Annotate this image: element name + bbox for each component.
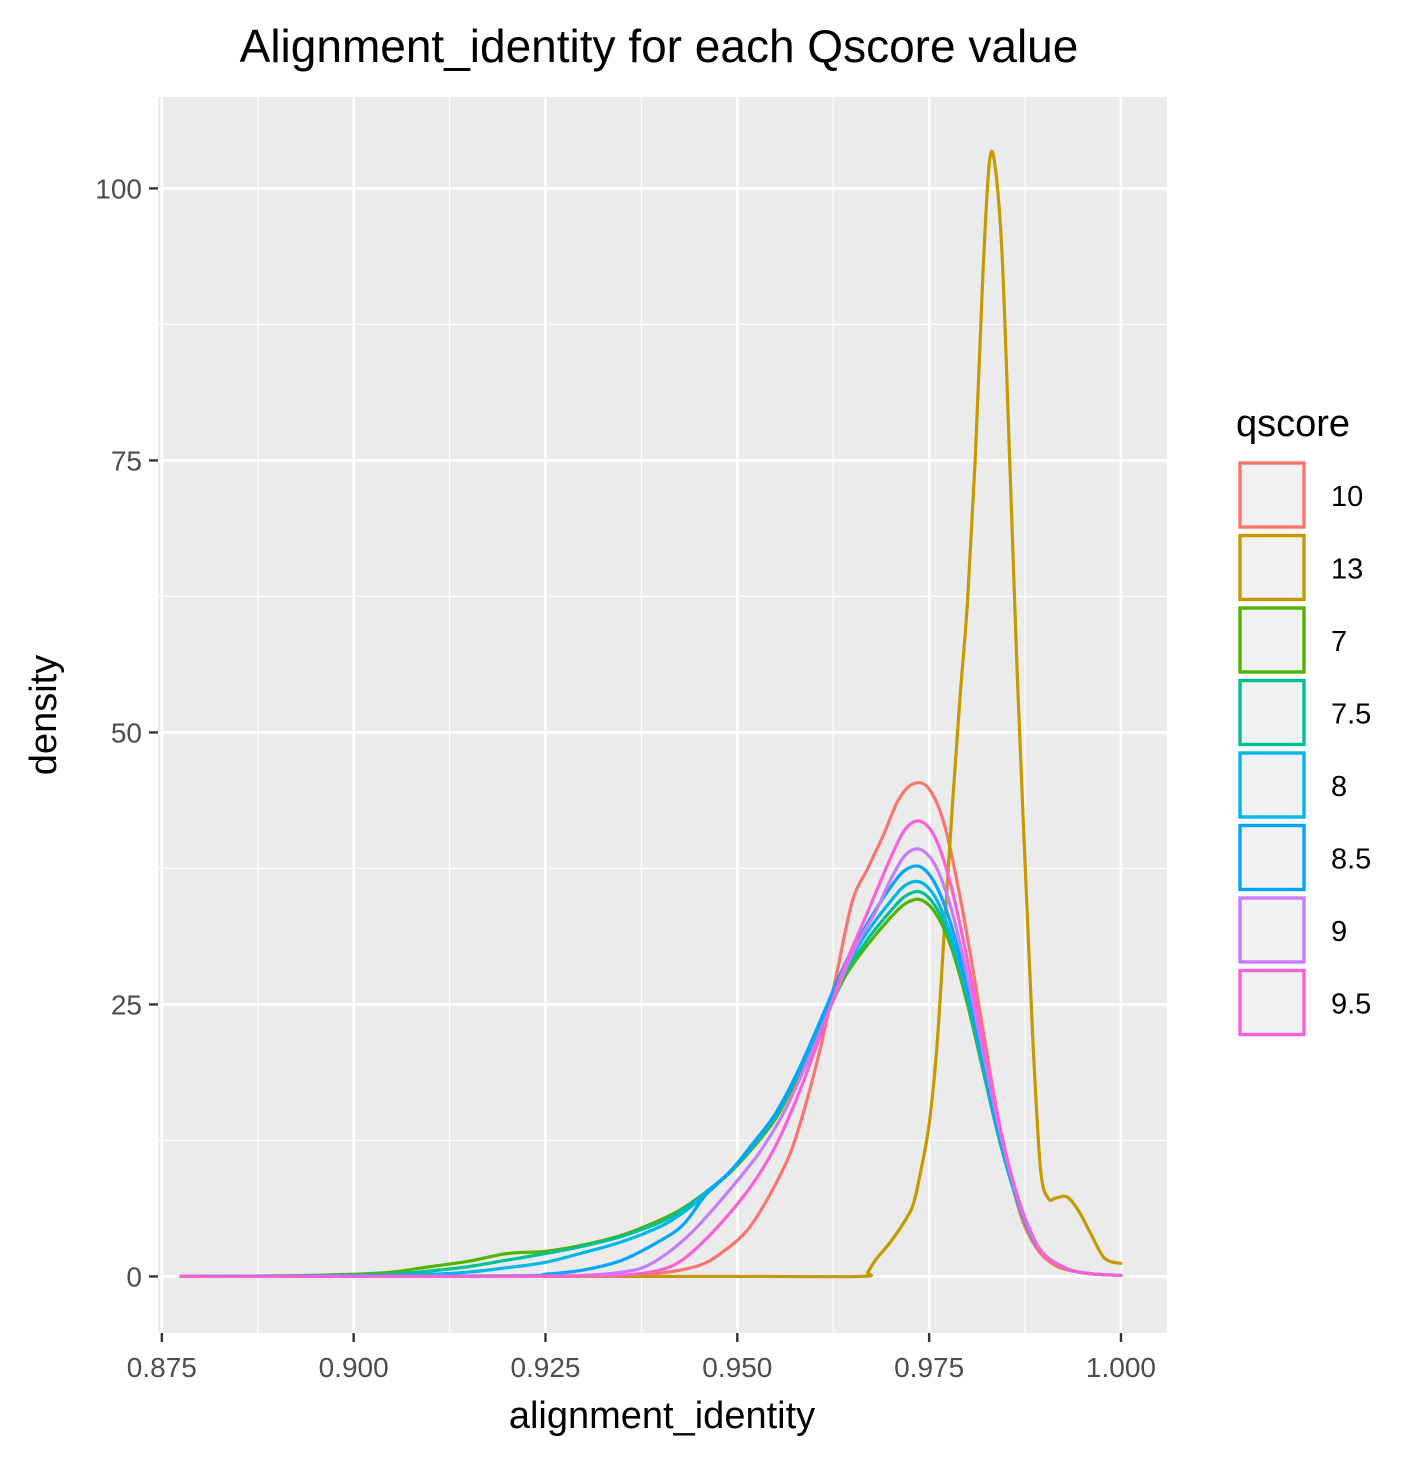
legend-item-label: 8 bbox=[1331, 771, 1347, 803]
legend-items: 10 13 7 7.5 8 8.5 9 9.5 bbox=[1238, 461, 1371, 1037]
legend-item: 8 bbox=[1238, 751, 1347, 819]
density-line-qscore-9-5 bbox=[179, 819, 1123, 1279]
minor-gridlines bbox=[158, 97, 1167, 1333]
x-tick-label: 0.950 bbox=[702, 1352, 772, 1383]
legend-item: 9 bbox=[1238, 896, 1347, 964]
density-line-qscore-13 bbox=[179, 149, 1123, 1279]
x-axis-title: alignment_identity bbox=[509, 1395, 815, 1437]
y-tick-label: 50 bbox=[111, 717, 142, 748]
legend-item-label: 9.5 bbox=[1331, 989, 1371, 1021]
legend-key-swatch bbox=[1238, 751, 1306, 819]
legend-key-swatch bbox=[1238, 461, 1306, 529]
legend-item-label: 7.5 bbox=[1331, 699, 1371, 731]
legend-item: 7.5 bbox=[1238, 678, 1371, 747]
density-lines bbox=[179, 149, 1123, 1279]
x-tick-label: 0.925 bbox=[510, 1352, 580, 1383]
legend-key-swatch bbox=[1238, 606, 1306, 674]
y-tick-label: 25 bbox=[111, 989, 142, 1020]
legend-key-swatch bbox=[1238, 968, 1306, 1037]
x-axis: 0.875 0.900 0.925 0.950 0.975 1.000 bbox=[127, 1333, 1156, 1383]
legend-item-label: 13 bbox=[1331, 554, 1363, 586]
legend-key-swatch bbox=[1238, 896, 1306, 964]
legend-item: 13 bbox=[1238, 533, 1363, 602]
legend-item: 9.5 bbox=[1238, 968, 1371, 1037]
legend-key-swatch bbox=[1238, 533, 1306, 602]
y-axis: 0 25 50 75 100 bbox=[95, 173, 158, 1292]
legend-key-swatch bbox=[1238, 823, 1306, 892]
legend-item: 7 bbox=[1238, 606, 1347, 674]
legend-item: 10 bbox=[1238, 461, 1363, 529]
x-tick-label: 0.900 bbox=[319, 1352, 389, 1383]
legend-item-label: 8.5 bbox=[1331, 844, 1371, 876]
y-tick-label: 75 bbox=[111, 445, 142, 476]
x-tick-label: 0.875 bbox=[127, 1352, 197, 1383]
legend-title: qscore bbox=[1236, 403, 1350, 445]
legend-key-swatch bbox=[1238, 678, 1306, 747]
plot-panel bbox=[158, 97, 1167, 1333]
legend-item-label: 7 bbox=[1331, 626, 1347, 658]
x-tick-label: 0.975 bbox=[894, 1352, 964, 1383]
legend-item-label: 10 bbox=[1331, 481, 1363, 513]
legend-item-label: 9 bbox=[1331, 916, 1347, 948]
chart-title: Alignment_identity for each Qscore value bbox=[240, 20, 1079, 72]
legend-item: 8.5 bbox=[1238, 823, 1371, 892]
y-tick-label: 100 bbox=[95, 173, 142, 204]
x-tick-label: 1.000 bbox=[1086, 1352, 1156, 1383]
y-tick-label: 0 bbox=[126, 1261, 142, 1292]
legend: qscore 10 13 7 7.5 8 8.5 9 9.5 bbox=[1236, 403, 1371, 1037]
y-axis-title: density bbox=[23, 655, 65, 775]
